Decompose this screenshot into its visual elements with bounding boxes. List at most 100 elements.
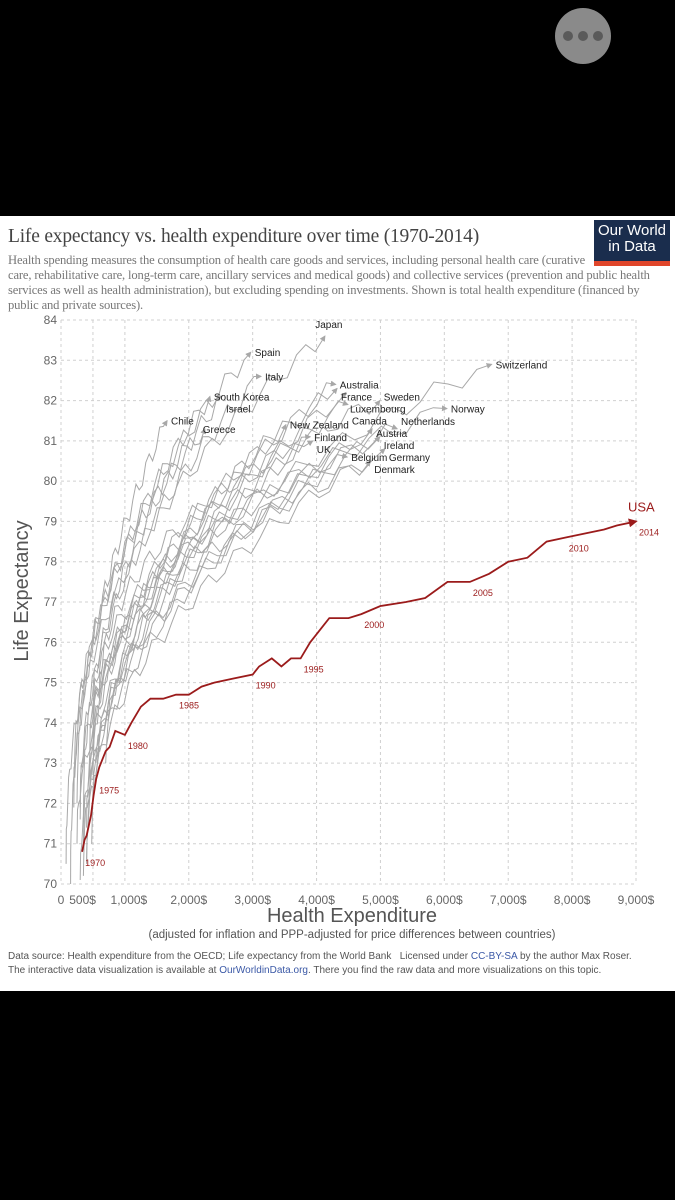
country-label: South Korea [214, 393, 270, 404]
country-line-greece [73, 427, 207, 792]
logo-line2: in Data [608, 238, 656, 255]
logo-line1: Our World [597, 222, 667, 239]
country-label: Norway [451, 405, 485, 416]
y-tick-label: 79 [44, 514, 58, 528]
x-tick-label: 0 [58, 893, 65, 907]
country-label: Italy [265, 372, 283, 383]
country-label: Australia [340, 380, 379, 391]
chart-card: Life expectancy vs. health expenditure o… [0, 216, 675, 991]
usa-line [81, 518, 638, 852]
country-label: Sweden [384, 393, 420, 404]
country-line-italy [79, 373, 262, 820]
x-tick-label: 3,000$ [234, 893, 271, 907]
footer: Data source: Health expenditure from the… [8, 950, 668, 978]
owid-logo[interactable]: Our World in Data [594, 220, 670, 266]
y-tick-label: 82 [44, 394, 58, 408]
country-label: Switzerland [496, 360, 548, 371]
y-tick-label: 83 [44, 353, 58, 367]
x-tick-label: 8,000$ [554, 893, 591, 907]
country-line-south-korea [65, 395, 212, 864]
y-tick-label: 72 [44, 796, 58, 810]
country-label: Chile [171, 417, 194, 428]
three-dots-icon [563, 31, 573, 41]
y-tick-label: 80 [44, 474, 58, 488]
country-label: Austria [376, 429, 408, 440]
logo-bar [594, 261, 670, 266]
y-tick-label: 70 [44, 877, 58, 891]
usa-year-label: 2010 [569, 544, 589, 554]
country-line-finland [82, 434, 312, 876]
license-link[interactable]: CC-BY-SA [470, 951, 518, 962]
x-tick-label: 7,000$ [490, 893, 527, 907]
x-tick-label: 500$ [69, 893, 96, 907]
country-line-denmark [89, 460, 371, 752]
country-label: Luxembourg [350, 405, 406, 416]
country-label: New Zealand [290, 421, 349, 432]
y-axis-label: Life Expectancy [11, 520, 33, 661]
footer-interactive-suffix: . There you find the raw data and more v… [307, 965, 602, 976]
dot [593, 31, 603, 41]
country-label: UK [317, 445, 331, 456]
footer-license-suffix: by the author Max Roser. [519, 951, 632, 962]
country-label: Canada [352, 417, 387, 428]
usa-year-label: 1990 [256, 681, 276, 691]
country-label: Israel [226, 405, 250, 416]
x-tick-label: 9,000$ [618, 893, 655, 907]
country-label: Ireland [384, 441, 415, 452]
y-tick-label: 74 [44, 716, 58, 730]
chart-title: Life expectancy vs. health expenditure o… [8, 226, 479, 247]
country-line-spain [76, 351, 252, 804]
country-line-japan [73, 335, 326, 808]
y-tick-label: 76 [44, 635, 58, 649]
x-tick-label: 6,000$ [426, 893, 463, 907]
y-tick-label: 73 [44, 756, 58, 770]
footer-license-prefix: Licensed under [399, 951, 469, 962]
country-line-belgium [82, 452, 349, 844]
country-label: Netherlands [401, 417, 455, 428]
y-tick-label: 71 [44, 837, 58, 851]
x-axis-note: (adjusted for inflation and PPP-adjusted… [149, 929, 556, 941]
country-label: Greece [203, 425, 236, 436]
country-line-germany [86, 448, 386, 860]
usa-year-label: 1980 [128, 741, 148, 751]
country-label: Finland [314, 433, 347, 444]
usa-year-label: 2005 [473, 588, 493, 598]
owid-link[interactable]: OurWorldinData.org [219, 965, 308, 976]
x-tick-label: 1,000$ [111, 893, 148, 907]
country-line-luxembourg [86, 391, 347, 864]
y-tick-label: 77 [44, 595, 58, 609]
country-line-austria [79, 427, 373, 881]
usa-year-label: 2000 [364, 620, 384, 630]
x-tick-label: 4,000$ [298, 893, 335, 907]
x-tick-label: 5,000$ [362, 893, 399, 907]
country-label: Spain [255, 348, 281, 359]
country-line-norway [92, 405, 448, 719]
chart-subtitle: Health spending measures the consumption… [8, 253, 650, 312]
x-tick-label: 2,000$ [170, 893, 207, 907]
country-label: Belgium [351, 453, 387, 464]
country-line-france [89, 387, 338, 796]
usa-label: USA [628, 499, 655, 514]
country-line-israel [82, 394, 223, 816]
usa-year-label: 1975 [99, 785, 119, 795]
country-line-canada [92, 400, 349, 776]
dot [578, 31, 588, 41]
country-label: Germany [389, 453, 430, 464]
country-line-netherlands [92, 423, 399, 740]
y-tick-label: 81 [44, 434, 58, 448]
country-line-ireland [76, 436, 381, 844]
more-options-button[interactable] [555, 8, 611, 64]
footer-interactive-prefix: The interactive data visualization is av… [8, 965, 217, 976]
country-line-sweden [98, 399, 381, 699]
usa-year-label: 2014 [639, 527, 659, 537]
y-tick-label: 84 [44, 313, 58, 327]
y-tick-label: 75 [44, 676, 58, 690]
usa-year-label: 1985 [179, 701, 199, 711]
usa-year-label: 1995 [304, 664, 324, 674]
footer-source: Data source: Health expenditure from the… [8, 951, 392, 962]
chart-subtitle-wrap: Health spending measures the consumption… [8, 253, 672, 313]
country-line-uk [79, 440, 314, 808]
usa-year-label: 1970 [85, 858, 105, 868]
country-label: Denmark [374, 465, 416, 476]
